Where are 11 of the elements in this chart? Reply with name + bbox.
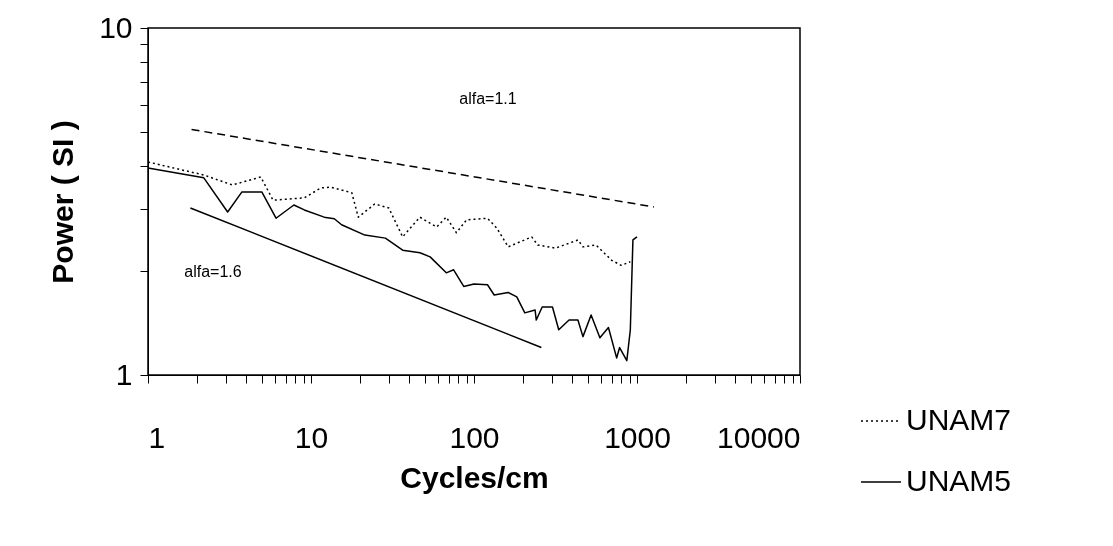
legend-label: UNAM5 — [906, 464, 1012, 497]
x-tick-label: 1 — [148, 420, 166, 454]
y-axis-title: Power ( SI ) — [46, 120, 80, 284]
x-tick-label: 10000 — [717, 420, 801, 454]
x-tick-label: 1000 — [604, 420, 671, 454]
x-axis-title: Cycles/cm — [400, 460, 549, 494]
x-tick-label: 10 — [294, 420, 329, 454]
annotation: alfa=1.6 — [184, 263, 242, 280]
legend-label: UNAM7 — [906, 403, 1012, 436]
x-tick-label: 100 — [449, 420, 500, 454]
annotation: alfa=1.1 — [459, 90, 517, 107]
